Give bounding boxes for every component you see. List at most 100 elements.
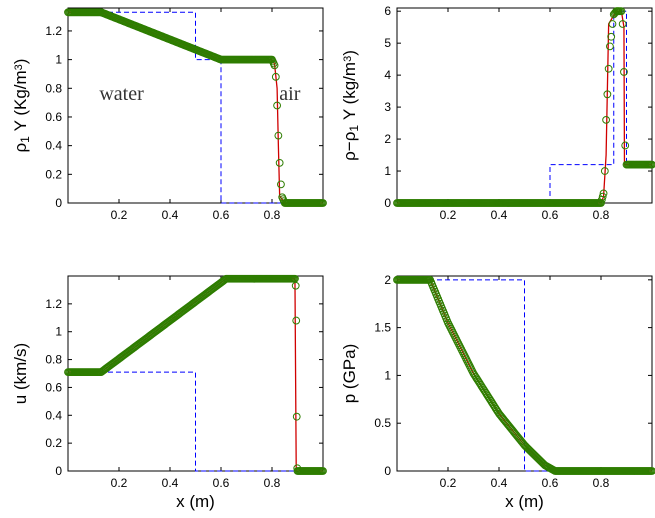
y-tick-label: 0: [55, 464, 62, 478]
y-label-end: ): [11, 59, 30, 65]
x-tick-label: 0.2: [440, 208, 457, 222]
y-tick-label: 0.4: [45, 139, 62, 153]
marker-circle: [319, 467, 327, 475]
series-initial-dashed: [68, 11, 323, 204]
y-axis-label: ρ1 Y (Kg/m3): [11, 59, 32, 153]
marker-circle: [648, 160, 655, 169]
x-tick-label: 0.6: [542, 476, 559, 490]
x-tick-label: 0.8: [264, 476, 281, 490]
y-tick-label: 6: [384, 4, 391, 18]
annotation-label: water: [99, 83, 144, 105]
marker-circle: [292, 412, 301, 421]
y-tick-label: 0.2: [45, 167, 62, 181]
marker-circle: [600, 167, 609, 175]
chart-panel-4: 0 0.5 1 1.5 2 0.2 0.4 0.6 0.8 p (GPa) x (m): [340, 273, 655, 511]
marker-circle: [599, 189, 608, 198]
y-tick-label: 2: [384, 273, 391, 287]
x-tick-label: 0.4: [162, 476, 179, 490]
x-tick-label: 0.4: [491, 208, 508, 222]
x-tick-label: 0.6: [213, 208, 230, 222]
y-tick-label: 5: [384, 36, 391, 50]
y-label-sub: 1: [18, 136, 32, 143]
series-numerical-markers: [393, 7, 655, 207]
annotation-label: air: [279, 83, 300, 105]
y-axis-label: p (GPa): [340, 344, 359, 404]
x-tick-label: 0.2: [111, 476, 128, 490]
y-axis-label: u (km/s): [11, 343, 30, 404]
y-label-sup: 3: [342, 56, 354, 62]
plot-area-frame: [67, 7, 324, 204]
y-tick-label: 0: [384, 464, 391, 478]
marker-circle: [618, 20, 627, 28]
y-tick-label: 1: [384, 164, 391, 178]
y-tick-label: 0: [384, 196, 391, 210]
plot-area-frame: [396, 275, 653, 472]
x-tick-label: 0.2: [111, 208, 128, 222]
y-tick-label: 0: [55, 196, 62, 210]
marker-circle: [602, 115, 610, 124]
series-initial-dashed: [68, 371, 323, 472]
marker-circle: [319, 199, 327, 207]
marker-circle: [598, 192, 607, 201]
y-label-sup: 3: [13, 64, 25, 70]
marker-circle: [608, 20, 617, 28]
marker-circle: [621, 141, 630, 150]
x-axis-label: x (m): [176, 492, 215, 511]
x-tick-label: 0.2: [440, 476, 457, 490]
chart-panel-3: 0 0.2 0.4 0.6 0.8 1 1.2 0.2 0.4 0.6 0.8 u (km/s) x (…: [11, 274, 327, 511]
marker-circle: [606, 42, 614, 51]
series-layer: [64, 8, 327, 207]
x-axis-label: x (m): [505, 492, 544, 511]
y-tick-label: 1: [55, 53, 62, 67]
series-layer: [393, 7, 655, 207]
x-tick-label: 0.8: [593, 476, 610, 490]
y-tick-label: 0.8: [45, 81, 62, 95]
y-tick-label: 3: [384, 100, 391, 114]
marker-circle: [270, 61, 279, 70]
x-tick-label: 0.8: [593, 208, 610, 222]
y-axis-label: ρ−ρ1 Y (kg/m3): [340, 50, 361, 161]
x-tick-label: 0.4: [491, 476, 508, 490]
y-tick-label: 1.5: [374, 321, 391, 335]
series-layer: [64, 274, 327, 475]
y-tick-label: 2: [384, 132, 391, 146]
marker-circle: [273, 101, 282, 110]
y-label-sub: 1: [347, 125, 361, 132]
y-label-end: ): [340, 50, 359, 56]
x-tick-label: 0.6: [213, 476, 230, 490]
marker-circle: [617, 7, 626, 16]
y-tick-label: 4: [384, 68, 391, 82]
y-tick-label: 1.2: [45, 297, 62, 311]
marker-circle: [604, 64, 613, 73]
y-label-main: ρ−ρ: [340, 132, 359, 161]
y-tick-label: 1.2: [45, 24, 62, 38]
y-label-rest: Y (kg/m: [340, 62, 359, 125]
y-tick-label: 0.2: [45, 436, 62, 450]
marker-circle: [620, 68, 628, 76]
series-layer: [393, 275, 655, 475]
series-numerical-markers: [64, 274, 327, 475]
y-tick-label: 1: [384, 368, 391, 382]
series-numerical-markers: [393, 275, 655, 475]
y-tick-label: 0.6: [45, 380, 62, 394]
y-label-rest: Y (Kg/m: [11, 70, 30, 136]
marker-circle: [607, 32, 616, 41]
marker-circle: [277, 180, 285, 189]
marker-circle: [291, 281, 300, 290]
marker-circle: [274, 131, 283, 140]
marker-circle: [271, 72, 280, 81]
x-tick-label: 0.6: [542, 208, 559, 222]
y-label-main: p (GPa): [340, 344, 359, 404]
series-numerical-markers: [64, 8, 327, 207]
x-tick-label: 0.4: [162, 208, 179, 222]
y-tick-label: 0.4: [45, 408, 62, 422]
y-tick-label: 0.5: [374, 416, 391, 430]
marker-circle: [603, 90, 612, 99]
y-label-main: u (km/s): [11, 343, 30, 404]
series-initial-dashed: [397, 10, 652, 204]
y-tick-label: 1: [55, 325, 62, 339]
y-label-main: ρ: [11, 143, 30, 153]
chart-panel-1: 00.20.40.60.811.20.2 0.4 0.6 0.8ρ1 Y (Kg/m3…: [11, 7, 327, 222]
